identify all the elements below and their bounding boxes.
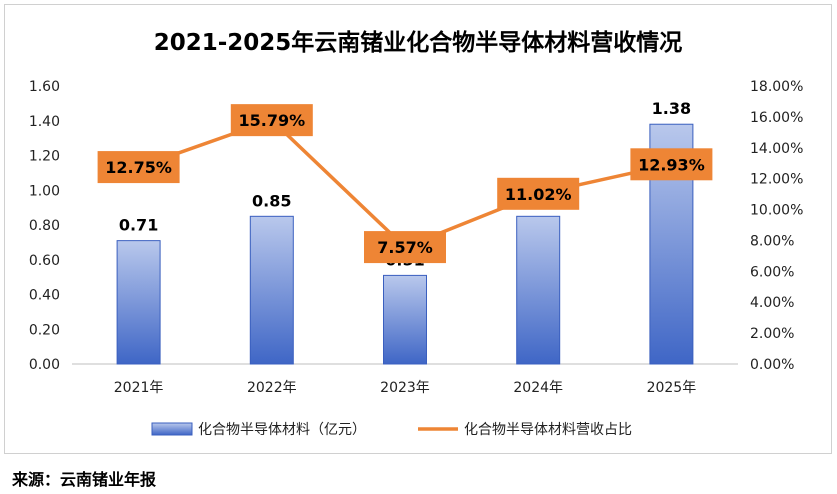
bar xyxy=(116,240,161,365)
legend: 化合物半导体材料（亿元） 化合物半导体材料营收占比 xyxy=(151,422,632,438)
source-note: 来源：云南锗业年报 xyxy=(12,470,157,489)
percent-label-box xyxy=(364,231,446,264)
percent-label: 7.57% xyxy=(364,231,446,264)
y-left-tick-label: 0.60 xyxy=(29,253,60,269)
y-right-tick-label: 8.00% xyxy=(750,233,794,249)
bar xyxy=(516,215,561,365)
x-tick-label: 2023年 xyxy=(380,380,430,396)
chart-title: 2021-2025年云南锗业化合物半导体材料营收情况 xyxy=(154,29,683,56)
percent-label-box xyxy=(97,151,180,184)
y-right-tick-label: 6.00% xyxy=(750,264,794,280)
legend-line-label: 化合物半导体材料营收占比 xyxy=(464,422,632,438)
percent-label: 12.93% xyxy=(630,148,713,181)
y-right-tick-label: 16.00% xyxy=(750,110,803,126)
percent-label-text: 11.02% xyxy=(505,185,572,204)
y-right-tick-label: 12.00% xyxy=(750,172,803,188)
percent-label: 12.75% xyxy=(97,151,180,184)
percent-label: 15.79% xyxy=(230,104,313,137)
x-tick-label: 2022年 xyxy=(247,380,297,396)
y-left-tick-label: 1.40 xyxy=(29,114,60,130)
percent-label-text: 12.75% xyxy=(105,158,172,177)
x-tick-label: 2024年 xyxy=(513,380,563,396)
y-right-tick-label: 2.00% xyxy=(750,326,794,342)
percent-label-box xyxy=(630,148,713,181)
y-left-tick-label: 1.20 xyxy=(29,149,60,165)
y-left-tick-label: 1.00 xyxy=(29,183,60,199)
percent-label-text: 7.57% xyxy=(377,238,433,257)
y-left-tick-label: 0.40 xyxy=(29,288,60,304)
bar xyxy=(249,215,294,365)
x-tick-label: 2021年 xyxy=(114,380,164,396)
y-left-tick-label: 1.60 xyxy=(29,79,60,95)
legend-bar-swatch xyxy=(151,422,193,436)
y-left-tick-label: 0.80 xyxy=(29,218,60,234)
y-left-tick-label: 0.20 xyxy=(29,322,60,338)
legend-bar-label: 化合物半导体材料（亿元） xyxy=(198,422,366,438)
bar xyxy=(383,274,427,365)
percent-label: 11.02% xyxy=(497,177,580,210)
y-right-tick-label: 4.00% xyxy=(750,295,794,311)
bar-value-label: 0.85 xyxy=(252,191,291,210)
percent-line xyxy=(138,118,672,249)
chart-frame xyxy=(4,4,832,454)
y-left-tick-label: 0.00 xyxy=(29,357,60,373)
percent-label-text: 12.93% xyxy=(638,155,705,174)
y-right-tick-label: 14.00% xyxy=(750,141,803,157)
y-right-tick-label: 18.00% xyxy=(750,79,803,95)
x-tick-label: 2025年 xyxy=(647,380,697,396)
percent-label-box xyxy=(230,104,313,137)
y-right-tick-label: 0.00% xyxy=(750,357,794,373)
bar-value-label: 1.38 xyxy=(652,99,691,118)
percent-label-text: 15.79% xyxy=(238,111,305,130)
bar-value-label: 0.71 xyxy=(119,216,158,235)
y-right-tick-label: 10.00% xyxy=(750,203,803,219)
percent-label-box xyxy=(497,177,580,210)
